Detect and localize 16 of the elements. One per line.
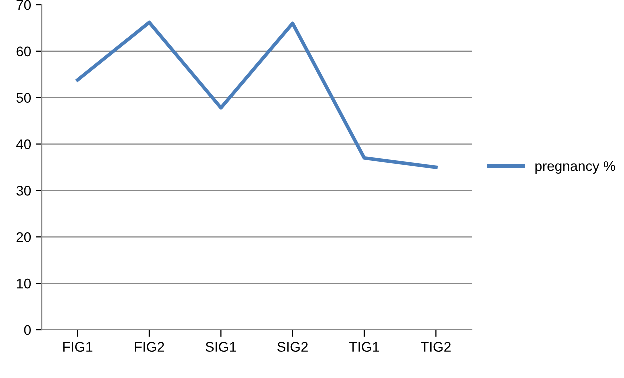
x-tick-label: FIG2 xyxy=(135,342,164,352)
y-tick-label: 10 xyxy=(17,278,32,289)
x-tick-label: TIG2 xyxy=(421,342,451,352)
x-tick-label: TIG1 xyxy=(349,342,380,352)
y-tick-label: 40 xyxy=(16,140,32,150)
legend-label: pregnancy % xyxy=(536,161,616,174)
x-tick-label: SIG1 xyxy=(206,342,236,352)
x-tick-label: SIG2 xyxy=(278,342,308,352)
y-tick-label: 0 xyxy=(24,325,32,336)
y-tick-label: 70 xyxy=(16,0,32,10)
y-tick-label: 50 xyxy=(16,93,32,104)
y-tick-label: 60 xyxy=(16,46,32,57)
y-tick-label: 20 xyxy=(16,232,32,242)
x-tick-label: FIG1 xyxy=(64,342,93,352)
y-tick-label: 30 xyxy=(16,186,32,196)
line-series xyxy=(76,20,438,170)
